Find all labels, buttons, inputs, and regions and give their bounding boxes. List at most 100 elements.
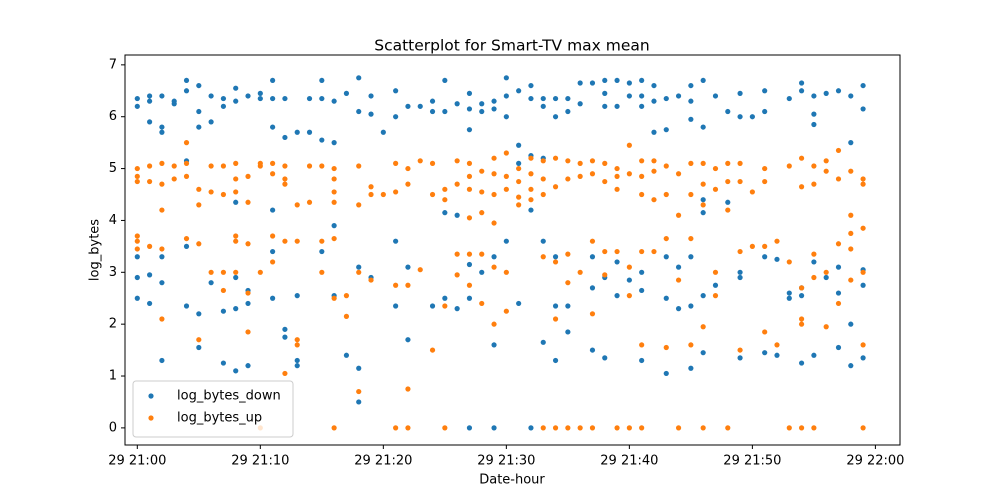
point — [688, 342, 694, 348]
point — [823, 158, 829, 164]
point — [343, 352, 350, 358]
point — [270, 233, 276, 239]
point — [614, 173, 620, 179]
point — [331, 223, 337, 229]
legend-box — [132, 380, 294, 438]
point — [319, 269, 325, 275]
point — [712, 269, 719, 275]
point — [405, 103, 411, 109]
point — [700, 197, 706, 203]
point — [393, 282, 399, 288]
point — [331, 199, 337, 205]
point — [835, 344, 842, 351]
point — [319, 248, 325, 255]
point — [442, 210, 448, 216]
point — [171, 163, 177, 169]
point — [356, 365, 362, 371]
point — [454, 212, 460, 218]
point — [306, 163, 313, 169]
point — [282, 334, 288, 340]
point — [466, 251, 473, 257]
point — [712, 186, 719, 192]
point — [466, 425, 473, 431]
point — [245, 329, 251, 335]
point — [700, 293, 706, 299]
point — [516, 160, 522, 166]
point — [319, 137, 325, 143]
point — [614, 186, 620, 192]
point — [429, 347, 436, 353]
point — [552, 254, 559, 260]
point — [860, 269, 866, 275]
point — [725, 160, 731, 166]
point — [491, 425, 497, 431]
point — [319, 95, 325, 102]
point — [270, 77, 276, 84]
point — [331, 189, 337, 195]
point — [675, 425, 682, 431]
point — [393, 189, 399, 195]
point — [147, 163, 153, 169]
point — [589, 285, 596, 291]
point — [503, 238, 509, 244]
point — [270, 295, 276, 301]
point — [626, 171, 632, 177]
point — [183, 235, 190, 242]
point — [602, 77, 608, 84]
point — [552, 316, 559, 322]
legend-marker — [148, 415, 154, 421]
point — [331, 176, 337, 182]
point — [503, 75, 509, 81]
point — [134, 165, 140, 172]
y-tick-label: 5 — [109, 161, 117, 176]
point — [688, 82, 694, 89]
point — [737, 269, 743, 275]
point — [134, 233, 140, 239]
point — [565, 425, 571, 431]
point — [503, 186, 509, 192]
x-tick-label: 29 21:00 — [108, 454, 166, 469]
point — [552, 184, 559, 190]
point — [343, 293, 350, 299]
point — [749, 243, 755, 249]
y-tick-label: 7 — [109, 57, 117, 72]
point — [589, 254, 596, 260]
point — [589, 425, 596, 431]
point — [663, 344, 669, 351]
point — [577, 173, 583, 179]
point — [565, 176, 571, 182]
point — [491, 321, 497, 327]
x-tick-label: 29 22:00 — [846, 454, 904, 469]
point — [540, 254, 546, 260]
x-tick-label: 29 21:10 — [231, 454, 289, 469]
point — [540, 103, 546, 109]
point — [602, 272, 608, 278]
point — [294, 129, 300, 135]
point — [774, 342, 780, 348]
point — [823, 274, 829, 281]
point — [491, 254, 497, 260]
point — [233, 85, 239, 91]
point — [159, 129, 165, 135]
point — [688, 365, 694, 371]
point — [737, 114, 743, 120]
point — [725, 199, 731, 205]
point — [712, 282, 719, 288]
point — [737, 90, 743, 96]
point — [540, 339, 546, 345]
point — [393, 88, 399, 94]
point — [417, 158, 423, 164]
point — [835, 264, 842, 270]
point — [798, 425, 805, 431]
point — [147, 272, 153, 278]
point — [479, 269, 485, 275]
point — [516, 300, 522, 307]
point — [356, 108, 362, 115]
point — [245, 93, 251, 99]
point — [147, 178, 153, 185]
point — [479, 251, 485, 257]
point — [233, 189, 239, 195]
point — [552, 357, 559, 364]
point — [220, 287, 227, 294]
